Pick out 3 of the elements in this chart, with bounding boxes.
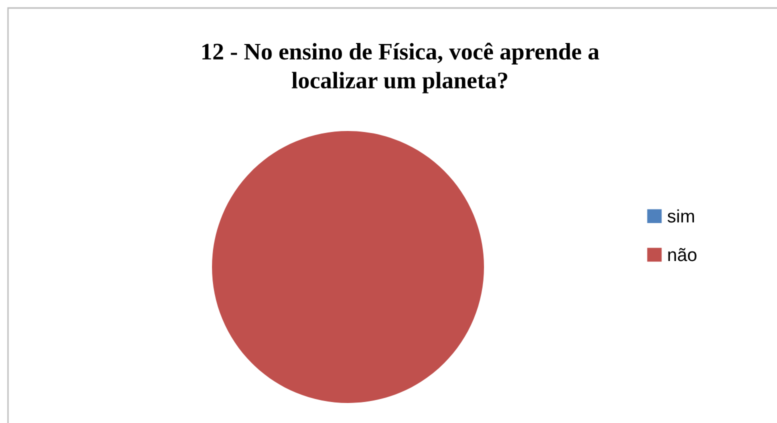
legend-label: sim	[668, 209, 694, 223]
legend-label: não	[668, 248, 696, 262]
chart-title: 12 - No ensino de Física, você aprende a localizar um planeta?	[202, 42, 600, 94]
